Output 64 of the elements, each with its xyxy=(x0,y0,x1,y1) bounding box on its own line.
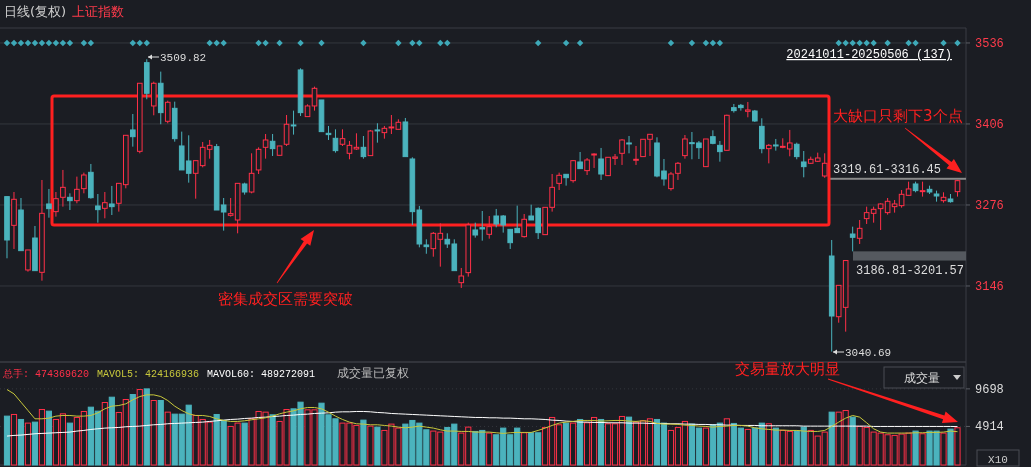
bar xyxy=(702,427,709,466)
y-tick-label: 3146 xyxy=(975,279,1004,294)
line-series xyxy=(6,389,959,434)
bar xyxy=(940,432,947,466)
bar xyxy=(24,422,32,466)
annotation: 交易量放大明显 xyxy=(735,360,840,378)
bar xyxy=(563,422,570,466)
y-tick-label: 3406 xyxy=(975,117,1004,132)
bar xyxy=(157,400,164,466)
bar xyxy=(17,418,25,466)
bar xyxy=(241,422,248,466)
bar xyxy=(723,418,730,466)
y-tick-label: 3276 xyxy=(975,198,1004,213)
text: MAVOL60: 489272091 xyxy=(207,369,316,380)
bar xyxy=(765,423,772,466)
bar xyxy=(828,411,835,466)
bar xyxy=(31,421,39,466)
bar xyxy=(919,433,926,466)
bar xyxy=(597,418,605,466)
bar xyxy=(577,418,584,466)
bar xyxy=(744,428,751,466)
bar xyxy=(10,413,18,466)
text: X10 xyxy=(988,454,1008,466)
bar xyxy=(143,388,150,466)
line-series xyxy=(6,410,959,437)
bar xyxy=(108,396,115,466)
chart-subtitle: 上证指数 xyxy=(72,4,125,19)
bar xyxy=(521,432,528,466)
text: 总手: 474369620 xyxy=(2,368,90,380)
bar xyxy=(360,419,367,466)
bar xyxy=(164,411,171,466)
bar xyxy=(772,427,779,466)
text: MAVOL5: 424166936 xyxy=(97,369,200,380)
bar xyxy=(129,394,136,466)
annotation: 密集成交区需要突破 xyxy=(218,290,353,308)
y-tick-label: 9698 xyxy=(975,382,1004,397)
bar xyxy=(150,400,157,466)
bar xyxy=(625,416,633,466)
band-label: 3319.61-3316.45 xyxy=(833,162,942,177)
bar xyxy=(101,402,108,466)
annotation: 20241011-20250506 (137) xyxy=(786,48,952,62)
y-tick-label: 4914 xyxy=(975,420,1004,435)
bar xyxy=(486,432,493,466)
bar xyxy=(45,410,53,466)
bar xyxy=(38,408,46,466)
bar xyxy=(947,428,954,466)
annotation: 3040.69 xyxy=(845,347,892,359)
annotation: 成交量已复权 xyxy=(337,366,409,380)
bar xyxy=(367,425,374,466)
chart-title: 日线(复权) xyxy=(4,4,67,19)
y-tick-label: 3536 xyxy=(975,36,1004,51)
bar xyxy=(66,422,73,466)
annotation: 3509.82 xyxy=(160,52,207,64)
bar xyxy=(374,426,381,466)
bar xyxy=(3,415,11,466)
bar xyxy=(269,414,276,466)
annotation: 成交量 xyxy=(904,371,940,385)
bar xyxy=(849,416,856,466)
bar xyxy=(570,422,577,466)
bar xyxy=(136,389,143,466)
bar xyxy=(912,430,919,466)
annotation: 大缺口只剩下3个点 xyxy=(833,107,963,125)
bar xyxy=(954,427,961,466)
band-label: 3186.81-3201.57 xyxy=(856,263,965,278)
